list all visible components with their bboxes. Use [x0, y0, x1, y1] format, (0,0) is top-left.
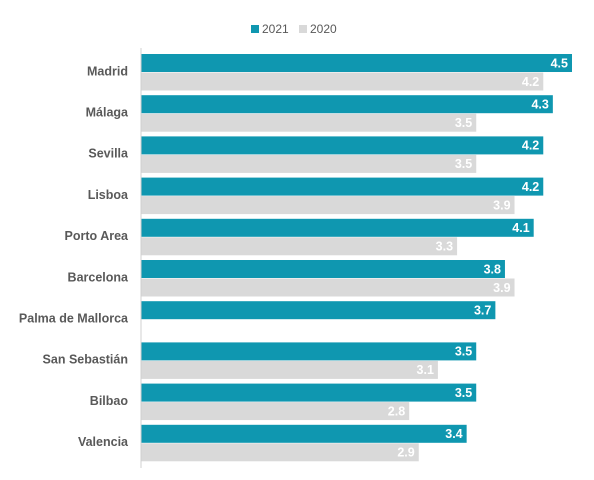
category-label: Palma de Mallorca — [19, 311, 129, 325]
category-label: Madrid — [87, 64, 128, 78]
bar — [141, 72, 544, 91]
legend-label: 2020 — [310, 22, 337, 36]
bar — [141, 278, 515, 297]
bar — [141, 154, 477, 173]
value-label: 3.5 — [455, 116, 472, 130]
value-label: 3.9 — [493, 198, 510, 212]
value-label: 4.2 — [522, 139, 539, 153]
legend-label: 2021 — [262, 22, 289, 36]
bar — [141, 95, 553, 114]
bar — [141, 177, 544, 196]
bar — [141, 424, 467, 443]
bar — [141, 383, 477, 402]
bar — [141, 260, 505, 278]
value-label: 4.3 — [531, 97, 548, 111]
category-label: Valencia — [78, 435, 129, 449]
bar — [141, 54, 572, 72]
legend-swatch — [251, 25, 259, 33]
category-label: Barcelona — [68, 270, 129, 284]
category-label: Málaga — [86, 105, 129, 119]
legend-swatch — [299, 25, 307, 33]
value-label: 3.5 — [455, 345, 472, 359]
bar — [141, 218, 534, 237]
category-label: Lisboa — [88, 188, 129, 202]
category-label: Sevilla — [88, 147, 129, 161]
bar — [141, 342, 477, 361]
value-label: 4.5 — [551, 56, 568, 70]
category-label: San Sebastián — [43, 353, 128, 367]
bar — [141, 136, 544, 155]
value-label: 3.1 — [417, 363, 434, 377]
bar — [141, 237, 458, 256]
category-label: Bilbao — [90, 394, 129, 408]
value-label: 3.8 — [484, 262, 501, 276]
value-label: 3.3 — [436, 240, 453, 254]
bar — [141, 301, 496, 320]
bar — [141, 402, 410, 421]
value-label: 4.2 — [522, 75, 539, 89]
bar — [141, 113, 477, 132]
value-label: 3.5 — [455, 386, 472, 400]
value-label: 2.9 — [397, 446, 414, 460]
value-label: 3.9 — [493, 281, 510, 295]
bar — [141, 360, 438, 379]
value-label: 4.1 — [512, 221, 529, 235]
value-label: 3.7 — [474, 303, 491, 317]
value-label: 4.2 — [522, 180, 539, 194]
value-label: 3.4 — [445, 427, 462, 441]
category-label: Porto Area — [65, 229, 129, 243]
bar — [141, 196, 515, 215]
value-label: 3.5 — [455, 157, 472, 171]
bar — [141, 443, 419, 462]
value-label: 2.8 — [388, 404, 405, 418]
